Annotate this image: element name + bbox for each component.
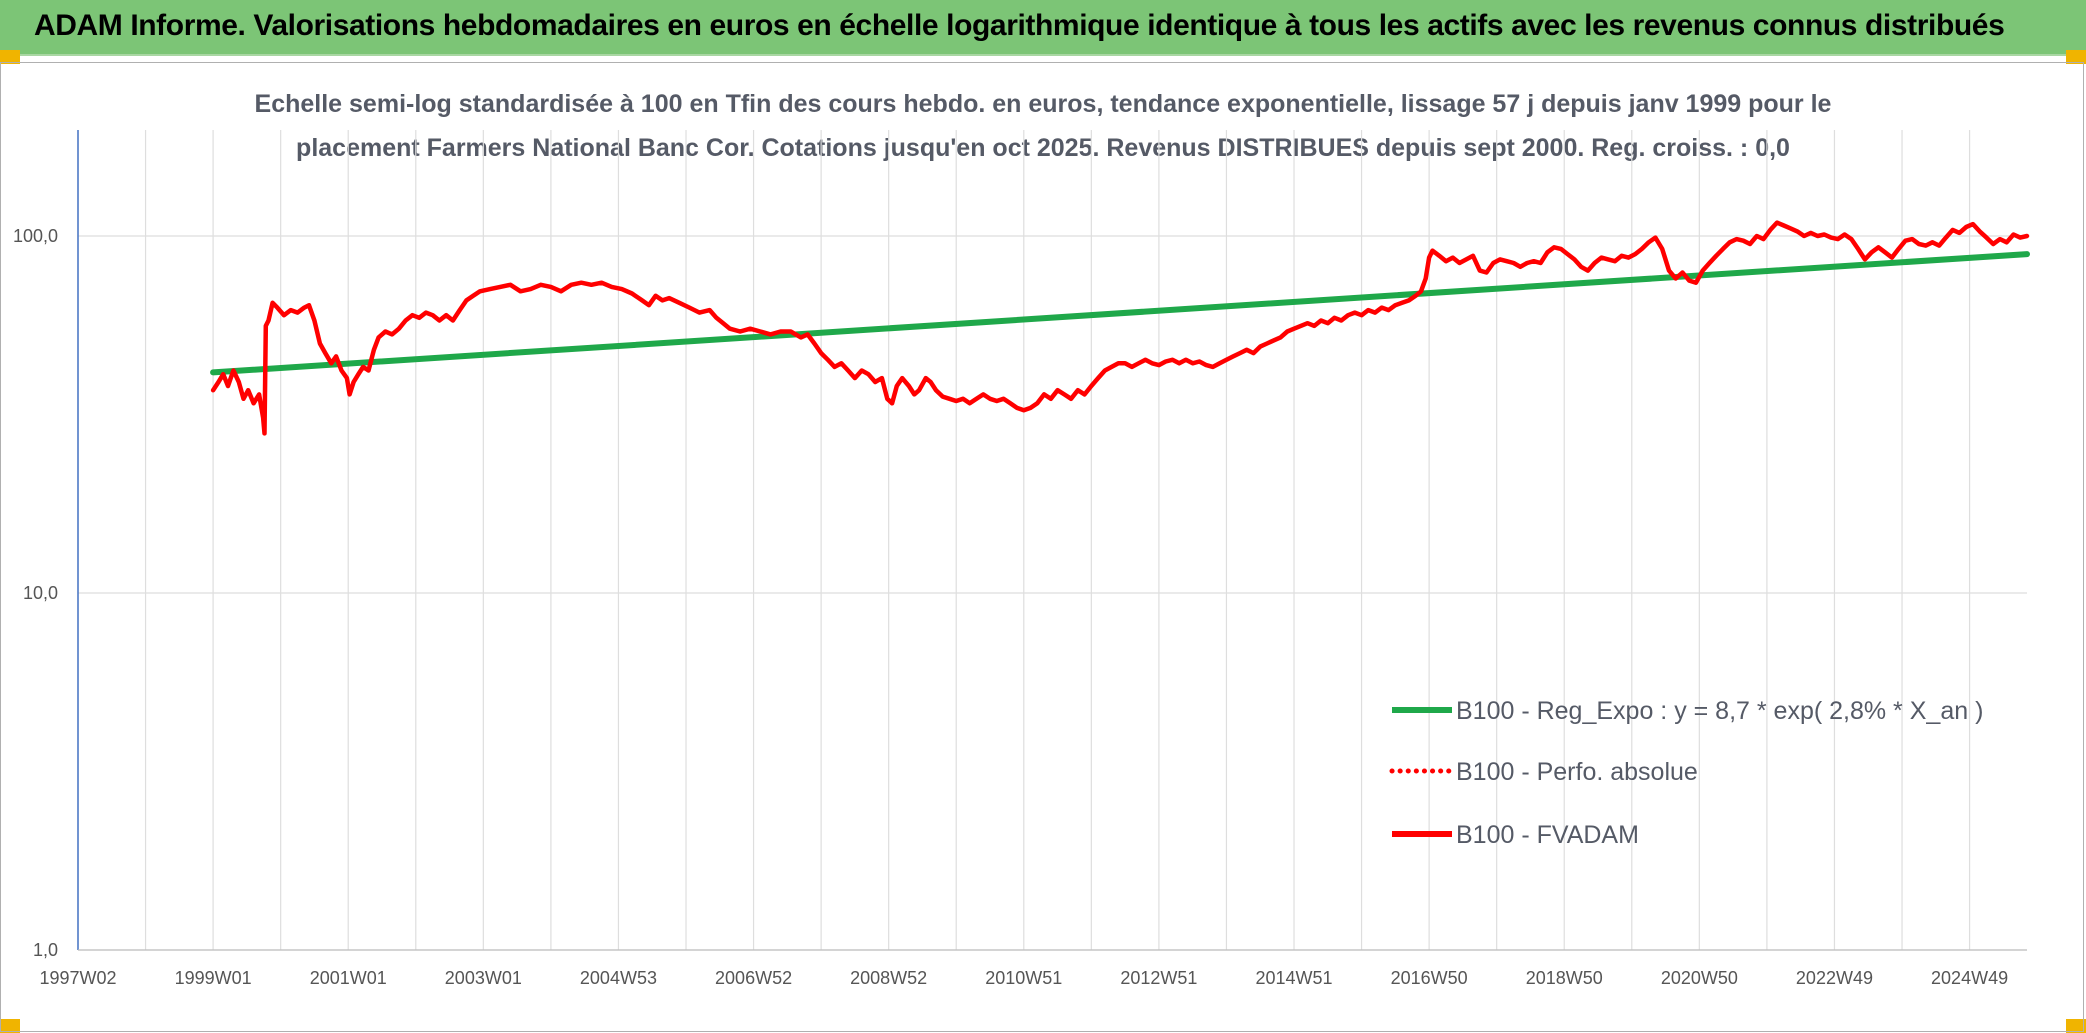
x-tick-label: 2010W51 — [985, 968, 1062, 988]
fvadam-price-line — [210, 220, 2030, 436]
x-tick-label: 2001W01 — [310, 968, 387, 988]
legend-label: B100 - Perfo. absolue — [1456, 758, 1698, 786]
chart-title-line-1: Echelle semi-log standardisée à 100 en T… — [254, 90, 1832, 118]
x-tick-label: 2024W49 — [1931, 968, 2008, 988]
x-tick-label: 2006W52 — [715, 968, 792, 988]
chart-title-line-2: placement Farmers National Banc Cor. Cot… — [296, 134, 1790, 162]
corner-marker-top-right — [2066, 50, 2086, 64]
series-layer — [210, 220, 2030, 436]
x-tick-label: 1999W01 — [175, 968, 252, 988]
legend-label: B100 - Reg_Expo : y = 8,7 * exp( 2,8% * … — [1456, 697, 1983, 725]
legend-label: B100 - FVADAM — [1456, 821, 1639, 849]
chart-frame — [0, 62, 2084, 1032]
x-tick-label: 1997W02 — [39, 968, 116, 988]
grid — [77, 130, 2027, 951]
x-tick-label: 2012W51 — [1120, 968, 1197, 988]
x-tick-label: 2022W49 — [1796, 968, 1873, 988]
y-tick-label: 10,0 — [23, 583, 58, 603]
x-tick-label: 2003W01 — [445, 968, 522, 988]
axes: 1,0 10,0 100,0 1997W02 1999W01 2001W01 2003W01… — [13, 130, 2027, 988]
y-tick-label: 100,0 — [13, 226, 58, 246]
top-banner: ADAM Informe. Valorisations hebdomadaire… — [0, 0, 2086, 56]
corner-marker-bottom-left — [0, 1019, 20, 1033]
y-tick-label: 1,0 — [33, 940, 58, 960]
x-tick-label: 2014W51 — [1255, 968, 1332, 988]
regression-trend-line — [210, 251, 2030, 376]
banner-title: ADAM Informe. Valorisations hebdomadaire… — [34, 9, 2005, 42]
x-tick-label: 2016W50 — [1391, 968, 1468, 988]
corner-marker-bottom-right — [2066, 1019, 2086, 1033]
x-tick-label: 2018W50 — [1526, 968, 1603, 988]
corner-marker-top-left — [0, 50, 20, 64]
legend: B100 - Reg_Expo : y = 8,7 * exp( 2,8% * … — [1389, 697, 1983, 849]
x-tick-label: 2004W53 — [580, 968, 657, 988]
x-tick-label: 2008W52 — [850, 968, 927, 988]
x-tick-label: 2020W50 — [1661, 968, 1738, 988]
